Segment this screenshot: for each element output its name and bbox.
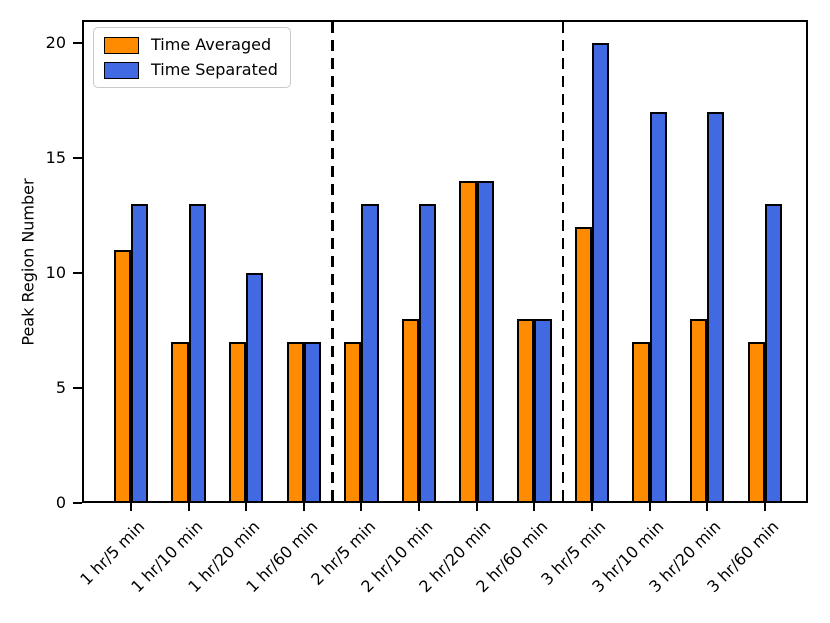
x-tick-mark	[129, 503, 132, 511]
group-separator-line	[331, 22, 334, 501]
y-axis-title: Peak Region Number	[18, 177, 38, 346]
y-tick-mark	[73, 42, 82, 44]
legend: Time Averaged Time Separated	[93, 27, 291, 88]
bar-time-separated-3-hr-20-min	[707, 112, 725, 503]
bar-time-separated-1-hr-5-min	[130, 204, 149, 503]
y-tick-mark	[73, 157, 82, 159]
bar-time-averaged-3-hr-20-min	[689, 319, 708, 503]
bar-time-averaged-3-hr-10-min	[632, 342, 650, 503]
x-tick-mark	[648, 503, 651, 511]
x-tick-mark	[245, 503, 248, 511]
legend-label-time-averaged: Time Averaged	[151, 35, 272, 54]
x-tick-mark	[360, 503, 363, 511]
y-tick-mark	[73, 502, 82, 504]
bar-time-separated-3-hr-60-min	[764, 204, 783, 503]
y-tick-label: 5	[55, 378, 66, 397]
x-tick-mark	[418, 503, 421, 511]
x-tick-mark	[590, 503, 593, 511]
bar-time-averaged-1-hr-60-min	[286, 342, 304, 503]
y-tick-label: 0	[55, 493, 66, 512]
bar-time-averaged-2-hr-5-min	[344, 342, 362, 503]
group-separator-line	[561, 22, 565, 501]
bar-time-averaged-3-hr-60-min	[747, 342, 765, 503]
bar-time-separated-2-hr-10-min	[419, 204, 437, 503]
bar-time-separated-1-hr-20-min	[246, 273, 264, 503]
bar-time-separated-1-hr-60-min	[303, 342, 322, 503]
y-tick-label: 15	[45, 148, 66, 167]
y-tick-mark	[73, 387, 82, 389]
x-tick-mark	[533, 503, 536, 511]
legend-entry-time-averaged: Time Averaged	[104, 36, 278, 54]
bar-time-averaged-1-hr-5-min	[113, 250, 131, 503]
legend-label-time-separated: Time Separated	[151, 60, 278, 79]
x-tick-mark	[706, 503, 709, 511]
legend-swatch-time-averaged	[104, 36, 139, 54]
bar-time-separated-1-hr-10-min	[188, 204, 206, 503]
bar-time-averaged-3-hr-5-min	[574, 227, 592, 503]
bar-time-separated-2-hr-5-min	[361, 204, 379, 503]
x-tick-mark	[187, 503, 190, 511]
x-tick-mark	[763, 503, 766, 511]
legend-swatch-time-separated	[104, 61, 139, 79]
bar-time-averaged-2-hr-20-min	[459, 181, 477, 503]
bar-time-separated-2-hr-20-min	[476, 181, 494, 503]
bar-time-averaged-1-hr-10-min	[171, 342, 189, 503]
x-tick-mark	[302, 503, 305, 511]
bar-time-separated-2-hr-60-min	[534, 319, 552, 503]
y-tick-mark	[73, 272, 82, 274]
bar-time-averaged-2-hr-10-min	[401, 319, 420, 503]
bar-time-averaged-1-hr-20-min	[228, 342, 247, 503]
legend-entry-time-separated: Time Separated	[104, 61, 278, 79]
bar-time-averaged-2-hr-60-min	[517, 319, 535, 503]
bar-time-separated-3-hr-5-min	[591, 43, 610, 503]
x-tick-mark	[475, 503, 478, 511]
y-tick-label: 20	[45, 33, 66, 52]
bar-time-separated-3-hr-10-min	[649, 112, 667, 503]
y-tick-label: 10	[45, 263, 66, 282]
